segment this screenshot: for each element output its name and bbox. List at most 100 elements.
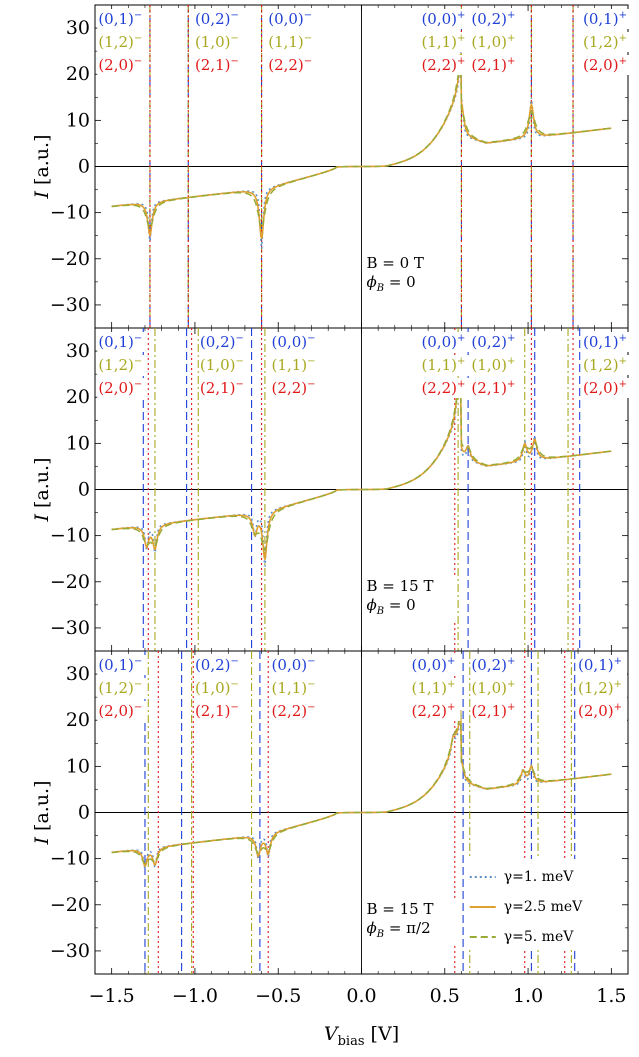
state-label-sign: − [134, 679, 142, 690]
state-label: (0,2)+ [471, 656, 515, 674]
state-label-sign: + [457, 33, 465, 44]
state-label: (2,2)+ [411, 702, 455, 720]
state-label-bg [270, 355, 321, 375]
state-label-bg [270, 332, 321, 352]
state-label: (2,2)− [272, 379, 316, 397]
state-label: (1,2)+ [583, 33, 627, 51]
state-label: (2,1)+ [471, 56, 515, 74]
state-label: (0,0)+ [421, 10, 465, 28]
legend-label: γ=2.5 meV [504, 899, 583, 915]
state-label-text: (1,0) [200, 356, 236, 374]
state-label-text: (2,2) [421, 379, 457, 397]
state-label: (1,1)+ [411, 679, 455, 697]
state-label: (0,0)+ [421, 333, 465, 351]
y-axis-label-unit: [a.u.] [31, 457, 53, 514]
state-label: (1,0)− [195, 679, 239, 697]
state-label-text: (0,1) [98, 10, 134, 28]
y-tick-label: 20 [66, 63, 90, 85]
state-label-sign: + [619, 379, 627, 390]
state-label-bg [470, 378, 521, 398]
state-label-text: (2,2) [272, 379, 308, 397]
state-label-bg [420, 332, 471, 352]
series-line-2 [111, 385, 612, 561]
info-box-bg [364, 899, 457, 943]
y-tick-label: −10 [50, 525, 90, 547]
info-box-bg [364, 576, 457, 620]
angle-symbol: ϕ [366, 273, 376, 291]
state-label-text: (2,0) [98, 379, 134, 397]
state-label-text: (0,0) [268, 10, 304, 28]
state-label-text: (2,1) [471, 56, 507, 74]
state-label: (1,2)− [98, 356, 142, 374]
state-label: (0,2)− [200, 333, 244, 351]
x-axis-label: Vbias [V] [324, 1023, 399, 1049]
state-label-sign: − [134, 379, 142, 390]
state-label-text: (1,2) [98, 679, 134, 697]
x-axis-label-unit: [V] [365, 1023, 400, 1045]
state-label-text: (2,1) [195, 702, 231, 720]
state-label: (2,1)+ [471, 379, 515, 397]
state-label-text: (0,2) [471, 656, 507, 674]
state-label-bg [267, 32, 318, 52]
state-label-bg [270, 701, 321, 721]
state-label-bg [470, 55, 521, 75]
state-label-bg [193, 655, 244, 675]
state-label-text: (0,2) [195, 10, 231, 28]
state-label-sign: + [447, 656, 455, 667]
state-label-bg [470, 355, 521, 375]
state-label: (2,0)− [98, 56, 142, 74]
state-label: (1,2)− [98, 33, 142, 51]
state-label: (2,1)− [200, 379, 244, 397]
state-label: (2,0)− [98, 379, 142, 397]
state-label-bg [198, 355, 249, 375]
state-label: (1,1)− [272, 356, 316, 374]
state-label-sign: − [134, 10, 142, 21]
state-label: (1,2)− [98, 679, 142, 697]
x-axis-label-var: V [324, 1023, 340, 1045]
state-label-text: (2,2) [272, 702, 308, 720]
state-label-sign: + [507, 10, 515, 21]
state-label: (0,1)+ [578, 656, 622, 674]
state-label: (1,0)− [195, 33, 239, 51]
state-label-text: (1,1) [272, 679, 308, 697]
state-label-sign: − [304, 10, 312, 21]
state-label: (1,0)+ [471, 356, 515, 374]
state-label-text: (1,0) [195, 679, 231, 697]
legend-label: γ=1. meV [504, 869, 574, 885]
state-label-bg [470, 332, 521, 352]
state-label-text: (2,2) [268, 56, 304, 74]
state-label-bg [270, 655, 321, 675]
state-label-sign: + [457, 379, 465, 390]
state-label-sign: − [304, 56, 312, 67]
state-label-bg [470, 678, 521, 698]
state-label-bg [97, 378, 148, 398]
state-label-bg [193, 32, 244, 52]
y-tick-label: −10 [50, 202, 90, 224]
x-axis-label-sub: bias [338, 1034, 365, 1049]
state-label: (0,1)− [98, 333, 142, 351]
state-label-text: (0,1) [98, 333, 134, 351]
state-label-sign: − [304, 33, 312, 44]
state-label-text: (2,1) [200, 379, 236, 397]
state-label-bg [97, 355, 148, 375]
series-line-3 [111, 59, 612, 230]
state-label-bg [420, 32, 471, 52]
state-label-bg [97, 32, 148, 52]
state-label-sign: + [447, 702, 455, 713]
state-label-text: (2,1) [471, 702, 507, 720]
y-tick-label: 30 [66, 340, 90, 362]
state-label-sign: + [457, 356, 465, 367]
state-label: (1,0)+ [471, 679, 515, 697]
field-label: B = 0 T [366, 254, 423, 272]
x-tick-label: 0.5 [430, 985, 460, 1007]
state-label-text: (2,0) [578, 702, 614, 720]
series-line-3 [111, 712, 612, 865]
state-label-sign: + [619, 33, 627, 44]
state-label-text: (0,2) [471, 333, 507, 351]
state-label-text: (0,0) [272, 333, 308, 351]
state-label-bg [97, 55, 148, 75]
x-tick-label: 0.0 [346, 985, 376, 1007]
state-label-bg [420, 378, 471, 398]
y-axis-label: I [a.u.] [31, 780, 53, 845]
